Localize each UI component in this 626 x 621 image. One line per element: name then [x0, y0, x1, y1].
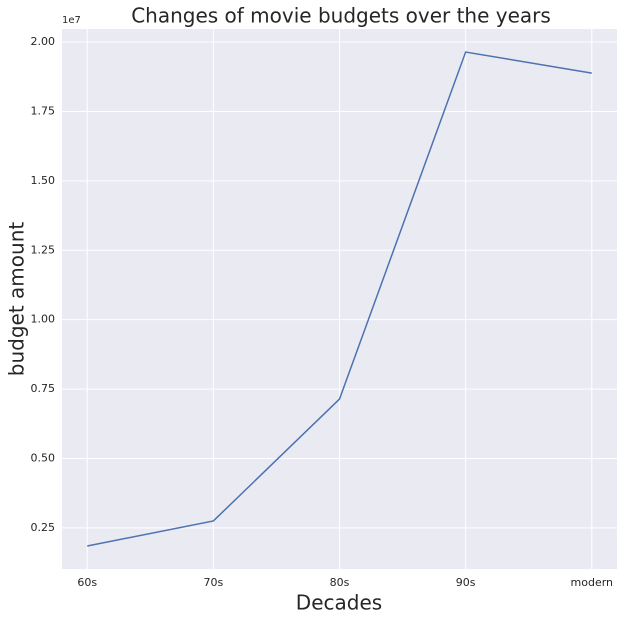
y-tick-label: 2.00: [31, 35, 56, 48]
y-tick-label: 0.75: [31, 382, 56, 395]
y-tick-label: 1.00: [31, 313, 56, 326]
line: [87, 51, 592, 547]
x-axis-label: Decades: [296, 591, 382, 615]
y-tick-label: 1.75: [31, 104, 56, 117]
x-tick-label: 60s: [77, 576, 97, 589]
x-tick-label: 70s: [203, 576, 223, 589]
y-tick-label: 1.50: [31, 174, 56, 187]
y-tick-label: 1.25: [31, 243, 56, 256]
y-tick-label: 0.50: [31, 452, 56, 465]
y-axis-label: budget amount: [5, 222, 29, 377]
chart-title: Changes of movie budgets over the years: [131, 4, 551, 28]
x-tick-label: 90s: [456, 576, 476, 589]
y-tick-label: 0.25: [31, 521, 56, 534]
x-tick-label: 80s: [330, 576, 350, 589]
x-tick-label: modern: [571, 576, 614, 589]
y-offset-label: 1e7: [62, 15, 81, 26]
